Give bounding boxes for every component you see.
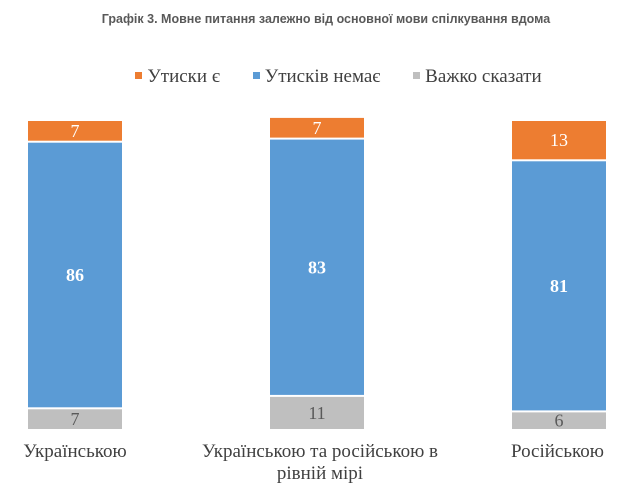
legend-item-oppression-no: Утисків немає	[252, 66, 381, 88]
data-label: 7	[313, 118, 322, 138]
data-label: 86	[66, 265, 84, 285]
bar-segment-hard-to-say	[512, 412, 606, 429]
legend-swatch	[413, 72, 421, 80]
legend: Утиски є Утисків немає Важко сказати	[0, 66, 617, 88]
data-label: 7	[71, 121, 80, 141]
bar-segment-hard-to-say	[28, 409, 122, 429]
legend-label: Утиски є	[147, 66, 220, 87]
legend-label: Утисків немає	[264, 66, 381, 87]
data-label: 7	[71, 409, 80, 429]
bar-segment-oppression-no	[270, 139, 364, 395]
data-label: 11	[308, 403, 325, 423]
legend-label: Важко сказати	[425, 66, 542, 87]
data-label: 6	[555, 411, 564, 431]
data-label: 83	[308, 257, 326, 277]
legend-item-oppression-yes: Утиски є	[135, 66, 220, 88]
bar-segment-oppression-yes	[270, 117, 364, 138]
data-label: 13	[550, 130, 568, 150]
chart-title: Графік 3. Мовне питання залежно від осно…	[101, 12, 551, 26]
bar-segment-oppression-yes	[28, 121, 122, 141]
bar-segment-oppression-yes	[512, 121, 606, 160]
category-label: Українською	[23, 441, 127, 462]
bar-segment-oppression-no	[28, 142, 122, 408]
category-label: Українською та російською в рівній мірі	[201, 441, 439, 484]
bar-segment-oppression-no	[512, 161, 606, 411]
legend-swatch	[135, 72, 143, 80]
bar-segment-hard-to-say	[270, 396, 364, 429]
category-label: Російською	[510, 441, 604, 462]
data-label: 81	[550, 276, 568, 296]
legend-item-hard-to-say: Важко сказати	[413, 66, 542, 88]
legend-swatch	[252, 72, 260, 80]
